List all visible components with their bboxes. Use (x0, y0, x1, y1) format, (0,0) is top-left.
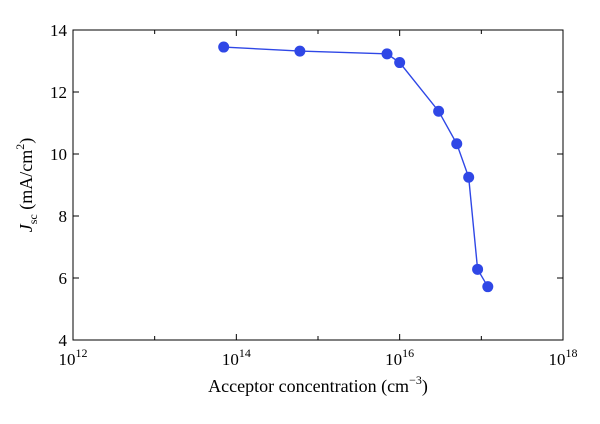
y-tick-label: 14 (50, 21, 68, 40)
y-tick-label: 4 (59, 331, 68, 350)
data-point (381, 48, 393, 60)
x-axis-label-sup: −3 (409, 373, 422, 387)
x-tick-label-base: 10 (385, 350, 402, 369)
x-tick-label-exponent: 18 (566, 346, 578, 360)
data-point (394, 57, 406, 69)
data-point (451, 138, 463, 150)
data-point (218, 41, 230, 53)
data-point (482, 281, 494, 293)
data-point (472, 263, 484, 275)
x-tick-label: 1012 (59, 346, 88, 369)
x-tick-label-base: 10 (549, 350, 566, 369)
x-tick-label: 1014 (222, 346, 251, 369)
plot-frame (72, 29, 564, 341)
y-axis-label: Jsc (mA/cm2) (13, 138, 40, 233)
x-tick-label: 1016 (385, 346, 414, 369)
x-tick-label: 1018 (549, 346, 578, 369)
y-tick-label: 10 (50, 145, 67, 164)
y-tick-label: 8 (59, 207, 68, 226)
axes (72, 29, 564, 341)
x-tick-label-exponent: 16 (402, 346, 414, 360)
series (218, 41, 494, 293)
y-axis-label-sub: sc (26, 214, 40, 224)
y-tick-label: 6 (59, 269, 68, 288)
x-tick-label-exponent: 14 (239, 346, 251, 360)
data-point (433, 105, 445, 117)
x-axis-label-text: Acceptor concentration (cm (208, 376, 409, 397)
data-point (463, 171, 475, 183)
axis-labels: Acceptor concentration (cm−3)Jsc (mA/cm2… (13, 138, 428, 397)
x-axis-label-tail: ) (422, 376, 428, 397)
y-axis-label-text: (mA/cm (16, 150, 37, 215)
y-axis-label-tail: ) (16, 138, 37, 144)
data-point (294, 45, 306, 57)
y-axis-label-symbol: J (16, 223, 36, 232)
series-line (223, 46, 489, 288)
x-axis-label: Acceptor concentration (cm−3) (208, 373, 428, 397)
y-tick-label: 12 (50, 83, 67, 102)
y-axis-label-sup: 2 (13, 144, 27, 150)
x-tick-label-base: 10 (59, 350, 76, 369)
x-tick-label-exponent: 12 (76, 346, 88, 360)
x-tick-label-base: 10 (222, 350, 239, 369)
